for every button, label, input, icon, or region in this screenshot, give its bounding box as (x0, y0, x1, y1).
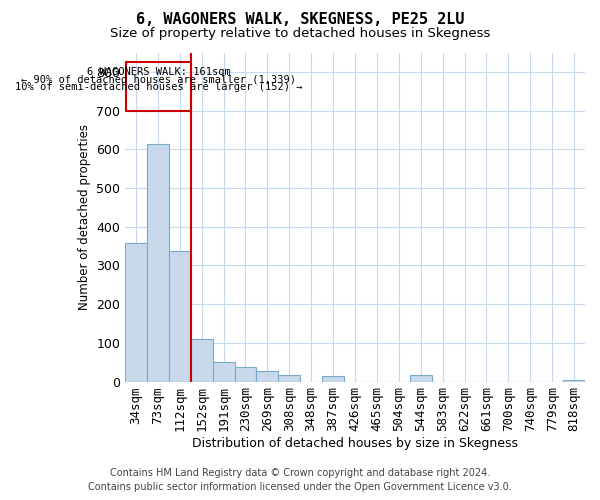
Bar (322, 376, 344, 382)
Text: 6, WAGONERS WALK, SKEGNESS, PE25 2LU: 6, WAGONERS WALK, SKEGNESS, PE25 2LU (136, 12, 464, 28)
Bar (125, 243, 147, 382)
X-axis label: Distribution of detached houses by size in Skegness: Distribution of detached houses by size … (192, 437, 518, 450)
Bar (169, 250, 191, 382)
Text: Size of property relative to detached houses in Skegness: Size of property relative to detached ho… (110, 28, 490, 40)
Bar (147, 144, 169, 382)
Bar (563, 380, 585, 382)
Bar (410, 374, 431, 382)
Bar (278, 374, 300, 382)
Bar (126, 62, 191, 110)
Text: ← 90% of detached houses are smaller (1,339): ← 90% of detached houses are smaller (1,… (21, 74, 296, 85)
Bar (212, 362, 235, 382)
Y-axis label: Number of detached properties: Number of detached properties (77, 124, 91, 310)
Bar (191, 340, 212, 382)
Text: Contains HM Land Registry data © Crown copyright and database right 2024.
Contai: Contains HM Land Registry data © Crown c… (88, 468, 512, 492)
Text: 10% of semi-detached houses are larger (152) →: 10% of semi-detached houses are larger (… (14, 82, 302, 92)
Bar (235, 367, 256, 382)
Text: 6 WAGONERS WALK: 161sqm: 6 WAGONERS WALK: 161sqm (86, 67, 230, 77)
Bar (256, 370, 278, 382)
